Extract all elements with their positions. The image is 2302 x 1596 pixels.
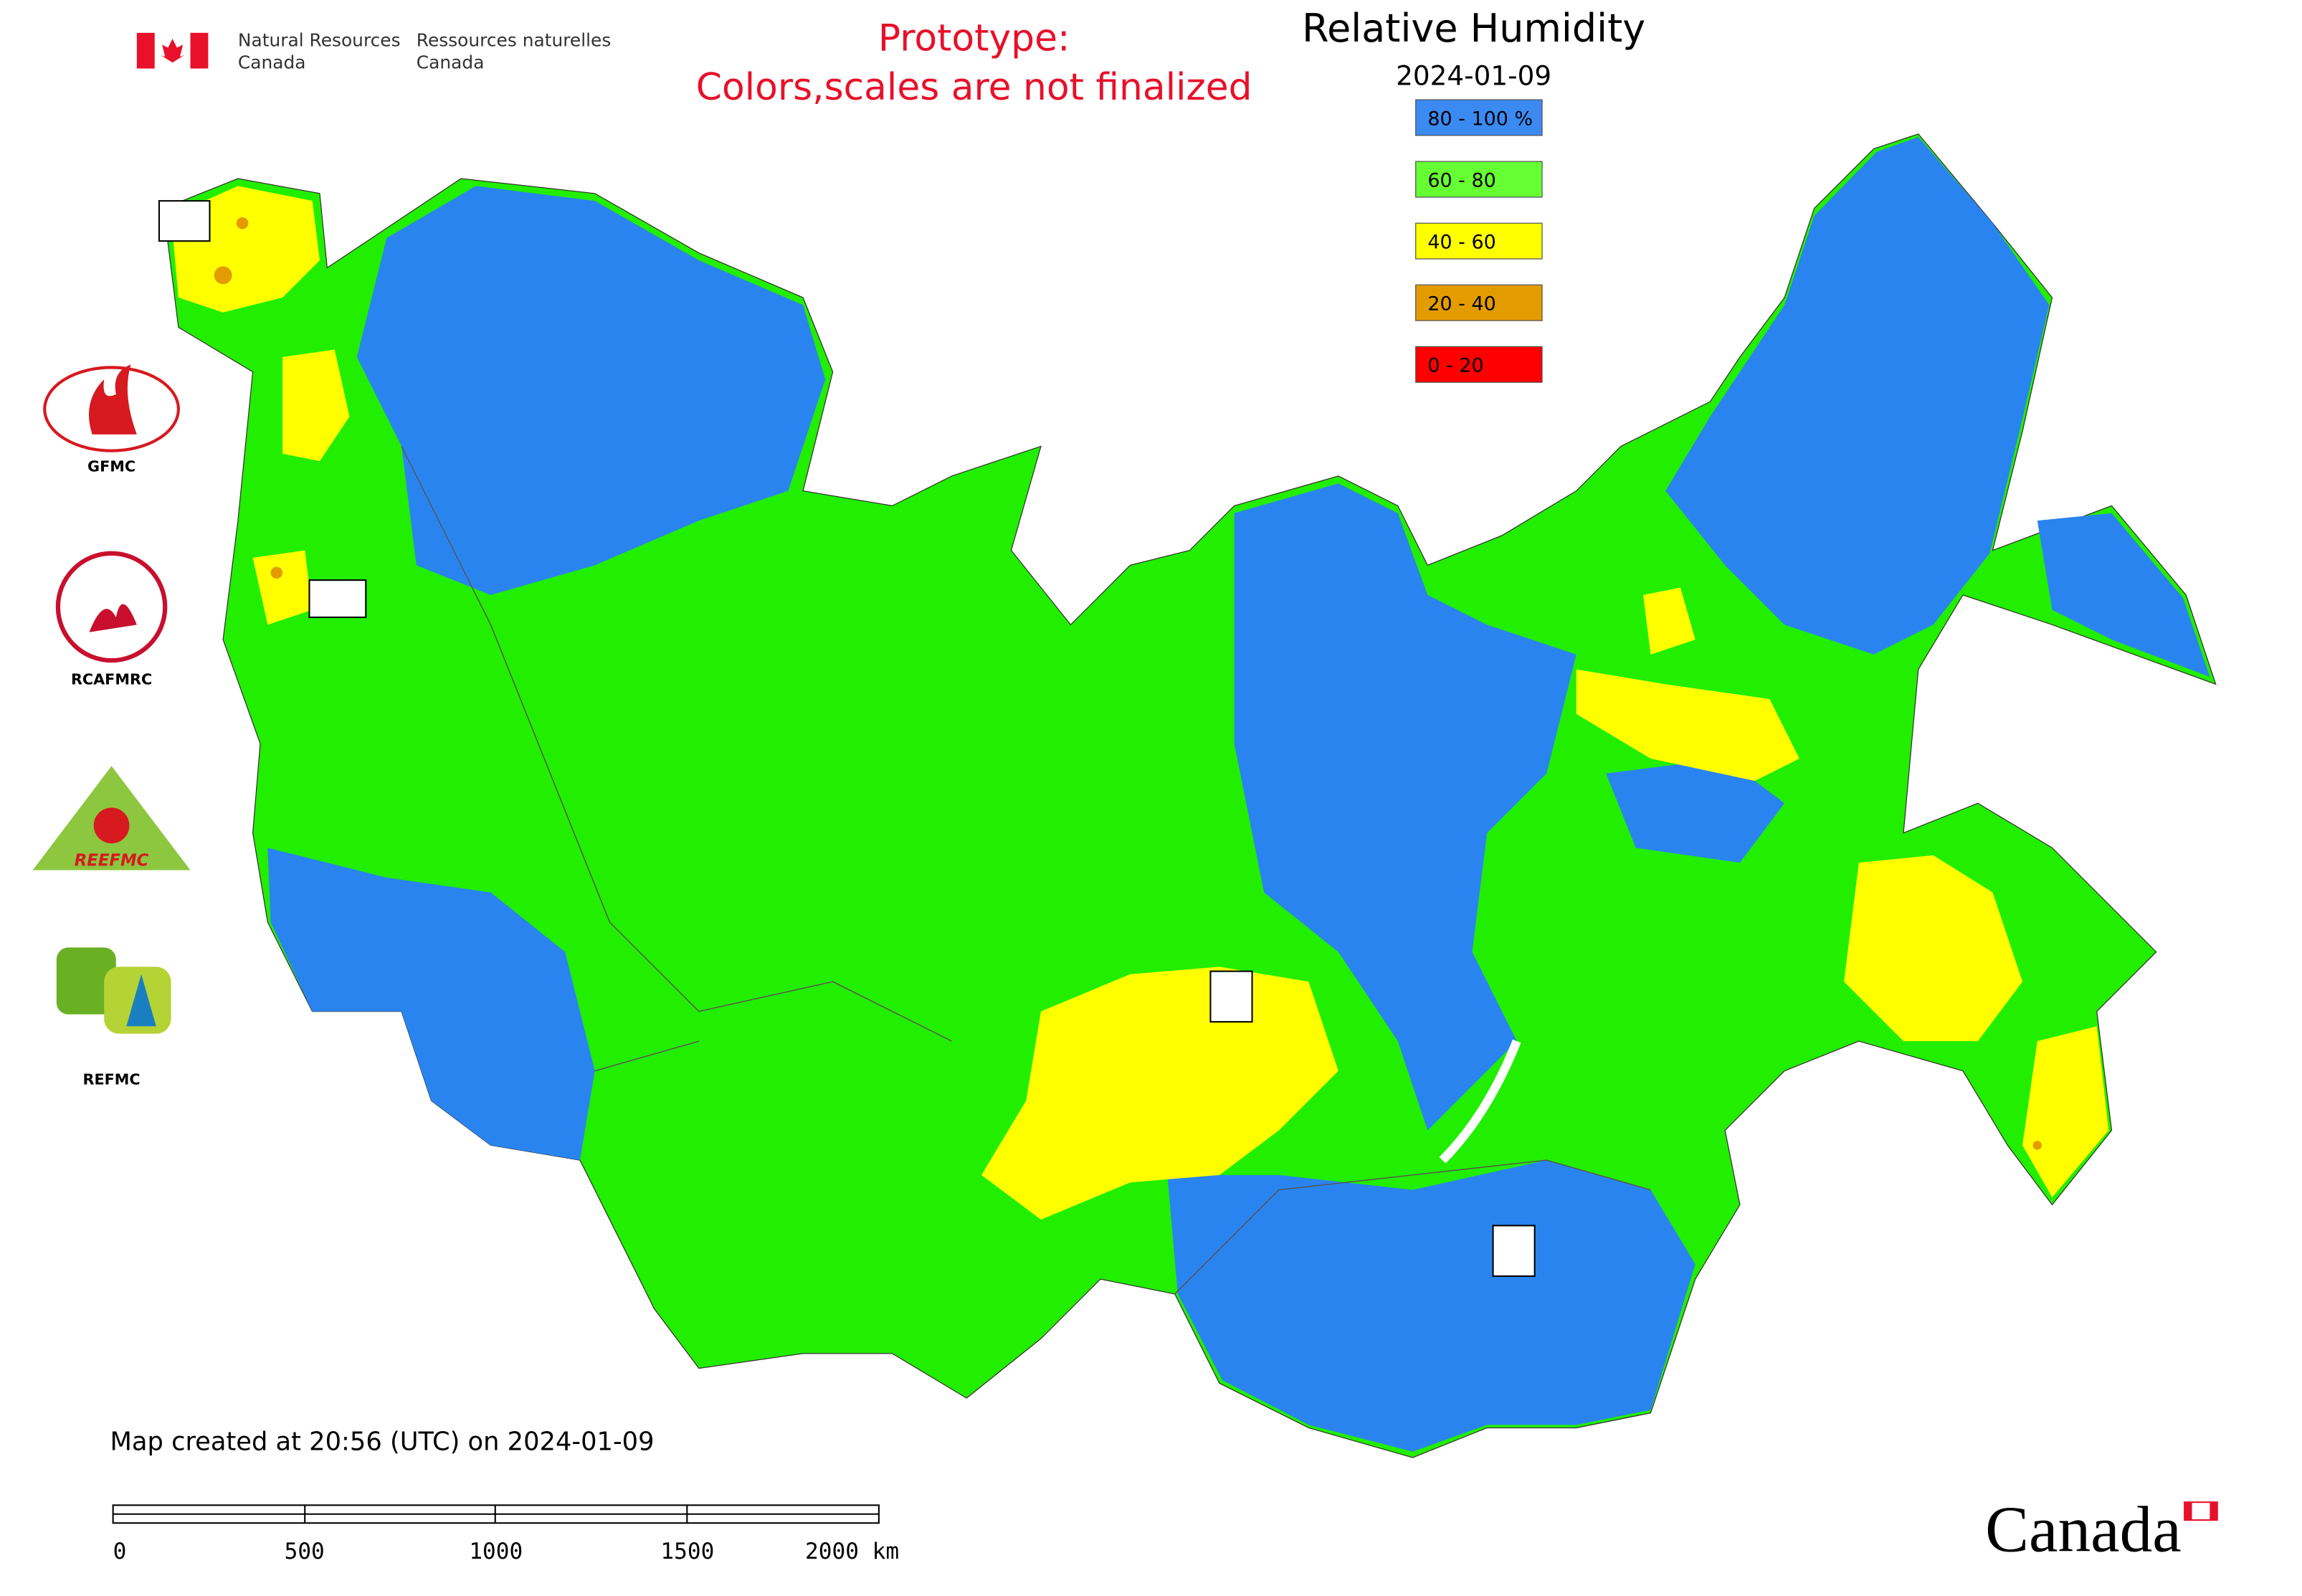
agency-en: Natural Resources [238, 29, 401, 50]
humidity-map [163, 133, 2217, 1458]
scale-bar [112, 1504, 880, 1524]
agency-en: Canada [238, 52, 306, 73]
map-footer: Map created at 20:56 (UTC) on 2024-01-09 [110, 1428, 654, 1457]
map-markers [158, 200, 1536, 1277]
legend-swatch [1415, 284, 1543, 321]
legend-label: 80 - 100 % [1427, 108, 1533, 130]
nrcan-signature: Natural Resources Canada Ressources natu… [136, 29, 612, 73]
map-title: Relative Humidity [1302, 6, 1645, 51]
scale-label: 1000 [469, 1539, 523, 1564]
logo-label: REEFMC [75, 851, 149, 870]
logo-label: REFMC [82, 1070, 140, 1088]
canada-wordmark: Canada [1985, 1493, 2218, 1566]
legend-swatch [1415, 99, 1543, 136]
legend-swatch [1415, 161, 1543, 198]
logo-label: RCAFMRC [71, 670, 152, 688]
scale-label: 2000 km [805, 1539, 899, 1564]
legend-swatch [1415, 222, 1543, 260]
legend: 80 - 100 % 60 - 80 40 - 60 20 - 40 0 - 20 [1415, 99, 1543, 383]
agency-fr: Ressources naturelles [417, 29, 612, 50]
prototype-notice: Colors,scales are not finalized [696, 66, 1252, 109]
legend-label: 60 - 80 [1427, 169, 1495, 191]
legend-label: 0 - 20 [1427, 355, 1483, 377]
legend-label: 20 - 40 [1427, 293, 1495, 315]
wordmark: Canada [1985, 1493, 2182, 1566]
scale-label: 0 [113, 1539, 127, 1564]
prototype-notice: Prototype: [878, 17, 1070, 60]
legend-label: 40 - 60 [1427, 232, 1495, 254]
partner-logos: GFMC RCAFMRC REEFMC REFMC [32, 364, 191, 1088]
legend-swatch [1415, 346, 1543, 383]
agency-fr: Canada [417, 52, 485, 73]
scale-labels: 0 500 1000 1500 2000 km [113, 1539, 899, 1564]
map-date: 2024-01-09 [1396, 60, 1551, 91]
scale-label: 1500 [660, 1539, 714, 1564]
scale-label: 500 [285, 1539, 325, 1564]
logo-label: GFMC [87, 458, 135, 475]
